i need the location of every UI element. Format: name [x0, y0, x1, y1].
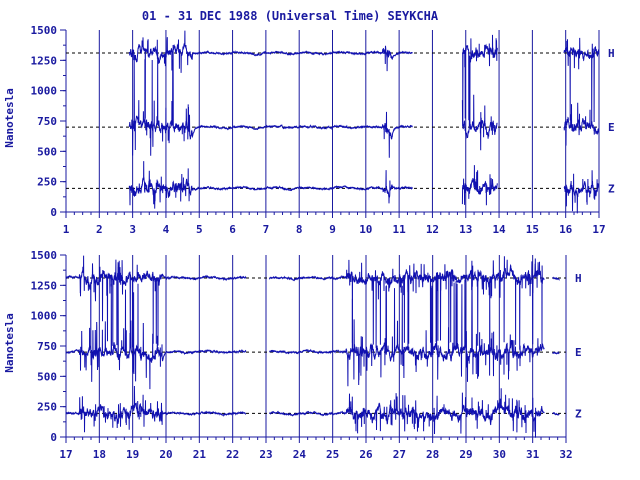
- trace-Z-segment-0: [128, 161, 413, 209]
- x-tick-label: 6: [229, 223, 236, 236]
- x-tick-label: 11: [393, 223, 407, 236]
- trace-H-segment-0: [128, 30, 413, 119]
- trace-Z-segment-2: [552, 411, 560, 416]
- trace-H-segment-2: [552, 276, 560, 281]
- panel-bottom: 0 250 500 750 1000 1250 1500 17 18 19 20 21 22 23 24 25…: [31, 249, 583, 461]
- x-tick-label: 30: [493, 448, 506, 461]
- component-label-H: H: [575, 272, 582, 285]
- trace-E-segment-1: [461, 94, 498, 151]
- x-tick-label: 28: [426, 448, 439, 461]
- trace-E-segment-0: [65, 266, 247, 390]
- x-tick-label: 29: [459, 448, 472, 461]
- trace-Z-segment-0: [65, 385, 247, 433]
- y-tick-label: 750: [37, 340, 57, 353]
- y-tick-label: 0: [50, 431, 57, 444]
- y-tick-label: 1000: [31, 85, 58, 98]
- x-tick-label: 2: [96, 223, 103, 236]
- y-axis-label-bottom: Nanotesla: [3, 313, 16, 373]
- x-tick-label: 9: [329, 223, 336, 236]
- y-tick-label: 1500: [31, 24, 58, 37]
- y-tick-label: 250: [37, 401, 57, 414]
- trace-E-segment-1: [269, 272, 545, 387]
- y-tick-label: 1250: [31, 279, 58, 292]
- y-tick-label: 1250: [31, 54, 58, 67]
- y-tick-label: 1000: [31, 310, 58, 323]
- x-tick-label: 20: [159, 448, 172, 461]
- x-tick-label: 27: [393, 448, 406, 461]
- component-label-E: E: [608, 121, 615, 134]
- x-tick-label: 26: [359, 448, 373, 461]
- component-label-Z: Z: [575, 407, 582, 420]
- x-tick-label: 19: [126, 448, 139, 461]
- x-tick-label: 7: [263, 223, 270, 236]
- trace-H-segment-1: [461, 34, 498, 125]
- x-tick-label: 14: [492, 223, 506, 236]
- component-label-Z: Z: [608, 182, 615, 195]
- y-tick-label: 250: [37, 176, 57, 189]
- x-tick-label: 31: [526, 448, 540, 461]
- x-tick-label: 3: [129, 223, 136, 236]
- x-tick-label: 17: [59, 448, 72, 461]
- x-tick-label: 13: [459, 223, 472, 236]
- trace-E-segment-0: [128, 44, 413, 158]
- x-tick-label: 15: [526, 223, 539, 236]
- x-tick-label: 17: [592, 223, 605, 236]
- x-tick-label: 8: [296, 223, 303, 236]
- y-tick-label: 750: [37, 115, 57, 128]
- x-tick-label: 21: [193, 448, 207, 461]
- trace-H-segment-1: [268, 256, 545, 350]
- trace-E-segment-2: [552, 350, 560, 355]
- y-tick-label: 500: [37, 370, 57, 383]
- x-tick-label: 1: [63, 223, 70, 236]
- y-tick-label: 0: [50, 206, 57, 219]
- chart-title: 01 - 31 DEC 1988 (Universal Time) SEYKCH…: [142, 9, 439, 23]
- x-tick-label: 24: [293, 448, 307, 461]
- y-tick-label: 500: [37, 145, 57, 158]
- x-tick-label: 32: [559, 448, 572, 461]
- x-tick-label: 22: [226, 448, 239, 461]
- trace-H-segment-2: [563, 37, 600, 124]
- x-tick-label: 12: [426, 223, 439, 236]
- trace-Z-segment-1: [461, 165, 498, 206]
- x-tick-label: 10: [359, 223, 372, 236]
- trace-E-segment-2: [563, 102, 600, 146]
- x-tick-label: 4: [163, 223, 170, 236]
- y-axis-label-top: Nanotesla: [3, 88, 16, 148]
- x-tick-label: 23: [259, 448, 272, 461]
- component-label-H: H: [608, 47, 615, 60]
- trace-H-segment-0: [65, 255, 247, 350]
- trace-Z-segment-1: [269, 388, 545, 438]
- trace-Z-segment-2: [563, 170, 600, 214]
- x-tick-label: 18: [93, 448, 106, 461]
- y-tick-label: 1500: [31, 249, 58, 262]
- x-tick-label: 16: [559, 223, 573, 236]
- component-label-E: E: [575, 346, 582, 359]
- x-tick-label: 5: [196, 223, 203, 236]
- x-tick-label: 25: [326, 448, 339, 461]
